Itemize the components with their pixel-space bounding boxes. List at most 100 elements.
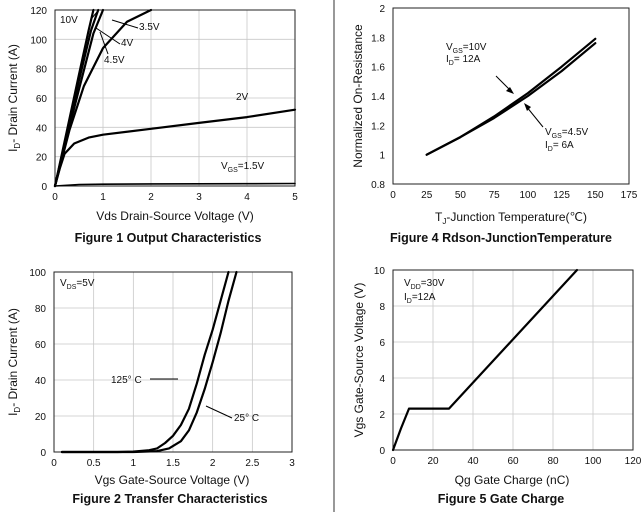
- fig4-x-tick-label: 125: [553, 190, 570, 201]
- fig4-label-id-6a: ID= 6A: [545, 140, 574, 153]
- fig4-x-tick-label: 150: [587, 190, 604, 201]
- fig5-plot-frame: [392, 269, 634, 451]
- fig1-label-vgs-1-5v: VGS=1.5V: [221, 161, 265, 174]
- fig1-x-axis-label: Vds Drain-Source Voltage (V): [96, 209, 253, 223]
- fig1-x-tick-label: 5: [292, 192, 298, 203]
- fig4-plot-frame: [392, 7, 630, 185]
- fig2-label-vds-5v: VDS=5V: [60, 278, 95, 291]
- fig1-y-tick-label: 20: [36, 153, 48, 164]
- fig2-y-axis-label: ID- Drain Current (A): [6, 308, 22, 416]
- fig1-x-ticks: 0 1 2 3 4 5: [52, 192, 298, 203]
- fig5-y-tick-label: 6: [379, 338, 385, 349]
- fig5-x-tick-label: 120: [625, 456, 642, 467]
- fig5-y-tick-label: 4: [379, 374, 385, 385]
- fig5-label-id-12a: ID=12A: [404, 292, 436, 305]
- fig1-x-tick-label: 4: [244, 192, 250, 203]
- fig2-label-25c: 25° C: [234, 413, 259, 424]
- fig2-plot-frame: [53, 271, 293, 453]
- fig4-x-tick-label: 50: [455, 190, 467, 201]
- fig4-y-tick-label: 1.2: [371, 121, 385, 132]
- fig1-y-ticks: 0 20 40 60 80 100 120: [30, 6, 47, 193]
- fig4-label-id-12a: ID= 12A: [446, 54, 481, 67]
- fig1-y-tick-label: 40: [36, 123, 48, 134]
- fig1-label-3-5v: 3.5V: [139, 22, 160, 33]
- fig4-label-vgs-4-5v: VGS=4.5V: [545, 127, 589, 140]
- fig5-series-vgs: [391, 268, 579, 452]
- fig4-pointer-4-5v: [525, 105, 544, 128]
- fig4-x-tick-label: 0: [390, 190, 396, 201]
- fig2-x-tick-label: 1.5: [166, 458, 180, 469]
- fig1-title: Figure 1 Output Characteristics: [75, 231, 262, 245]
- figure-5-gate-charge: 0 20 40 60 80 100 120 0 2 4 6 8 10 VDD=30V ID=12A Q…: [352, 266, 642, 506]
- fig4-y-tick-label: 2: [379, 4, 385, 15]
- fig1-series-2v: [53, 108, 297, 188]
- fig2-y-tick-label: 20: [35, 412, 47, 423]
- fig4-curves: [425, 37, 597, 156]
- fig4-x-ticks: 0 25 50 75 100 125 150 175: [390, 190, 638, 201]
- fig5-y-ticks: 0 2 4 6 8 10: [374, 266, 386, 457]
- fig5-x-tick-label: 60: [507, 456, 519, 467]
- fig1-pointer-4-5v: [99, 31, 109, 55]
- fig2-x-tick-label: 2.5: [245, 458, 259, 469]
- fig5-x-tick-label: 0: [390, 456, 396, 467]
- fig1-pointer-3-5v: [111, 19, 139, 29]
- fig5-x-tick-label: 80: [547, 456, 559, 467]
- fig1-series-vgs-1-5v: [54, 182, 296, 187]
- fig2-x-tick-label: 0.5: [87, 458, 101, 469]
- fig5-x-axis-label: Qg Gate Charge (nC): [455, 473, 570, 487]
- fig4-x-tick-label: 175: [621, 190, 638, 201]
- fig5-x-ticks: 0 20 40 60 80 100 120: [390, 456, 642, 467]
- fig5-curves: [391, 268, 579, 452]
- fig1-x-tick-label: 1: [100, 192, 106, 203]
- fig2-x-ticks: 0 0.5 1 1.5 2 2.5 3: [51, 458, 295, 469]
- fig4-y-tick-label: 1.4: [371, 92, 385, 103]
- fig5-title: Figure 5 Gate Charge: [438, 492, 564, 506]
- fig5-y-tick-label: 10: [374, 266, 386, 277]
- fig4-y-tick-label: 1.6: [371, 63, 385, 74]
- fig2-pointer-25c: [205, 405, 233, 419]
- fig4-title: Figure 4 Rdson-JunctionTemperature: [390, 231, 612, 245]
- fig2-x-tick-label: 2: [210, 458, 216, 469]
- fig4-x-tick-label: 100: [520, 190, 537, 201]
- fig2-y-tick-label: 100: [29, 268, 46, 279]
- fig5-x-tick-label: 100: [585, 456, 602, 467]
- fig1-pointer-10v: [91, 11, 98, 19]
- fig4-y-ticks: 0.8 1 1.2 1.4 1.6 1.8 2: [371, 4, 385, 191]
- fig1-y-tick-label: 80: [36, 65, 48, 76]
- fig1-pointer-4v: [95, 27, 121, 45]
- fig2-curves: [60, 270, 238, 454]
- fig2-y-tick-label: 80: [35, 304, 47, 315]
- fig4-y-tick-label: 1: [379, 151, 385, 162]
- figure-4-rdson-junction-temperature: 0 25 50 75 100 125 150 175 0.8 1 1.2 1.4 1.6 1.8 2 VG…: [351, 4, 638, 245]
- fig2-x-axis-label: Vgs Gate-Source Voltage (V): [95, 473, 250, 487]
- fig4-label-vgs-10v: VGS=10V: [446, 42, 487, 55]
- fig5-x-tick-label: 20: [427, 456, 439, 467]
- fig4-series-vgs-4-5v-id-6a: [425, 42, 597, 156]
- fig1-series-3-5v: [53, 8, 153, 188]
- fig5-y-tick-label: 0: [379, 446, 385, 457]
- fig5-x-tick-label: 40: [467, 456, 479, 467]
- fig5-label-vdd-30v: VDD=30V: [404, 278, 445, 291]
- fig5-gridlines: [393, 270, 633, 450]
- fig1-label-4-5v: 4.5V: [104, 55, 125, 66]
- fig4-y-tick-label: 1.8: [371, 33, 385, 44]
- fig5-y-axis-label: Vgs Gate-Source Voltage (V): [352, 283, 366, 438]
- fig2-y-tick-label: 40: [35, 376, 47, 387]
- fig2-series-25-c: [60, 270, 238, 454]
- fig2-title: Figure 2 Transfer Characteristics: [72, 492, 267, 506]
- fig1-y-axis-label: ID- Drain Current (A): [6, 44, 22, 152]
- fig4-x-tick-label: 25: [421, 190, 433, 201]
- figure-2-transfer-characteristics: 0 0.5 1 1.5 2 2.5 3 0 20 40 60 80 100 VDS=5V 125° C…: [6, 268, 295, 506]
- fig1-plot-frame: [54, 9, 296, 187]
- fig2-series-125-c: [60, 270, 230, 454]
- fig5-y-tick-label: 2: [379, 410, 385, 421]
- fig2-label-125c: 125° C: [111, 375, 142, 386]
- fig4-x-axis-label: TJ-Junction Temperature(℃): [435, 210, 587, 226]
- fig2-x-tick-label: 0: [51, 458, 57, 469]
- fig1-label-4v: 4V: [121, 38, 134, 49]
- fig1-gridlines: [55, 10, 295, 186]
- fig1-y-tick-label: 60: [36, 94, 48, 105]
- fig5-y-tick-label: 8: [379, 302, 385, 313]
